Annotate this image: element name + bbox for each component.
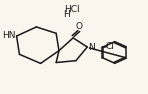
Text: Cl: Cl xyxy=(106,42,115,51)
Text: O: O xyxy=(75,22,82,31)
Text: HCl: HCl xyxy=(64,5,79,14)
Text: HN: HN xyxy=(2,31,16,40)
Text: N: N xyxy=(88,42,95,52)
Text: H: H xyxy=(63,10,69,19)
